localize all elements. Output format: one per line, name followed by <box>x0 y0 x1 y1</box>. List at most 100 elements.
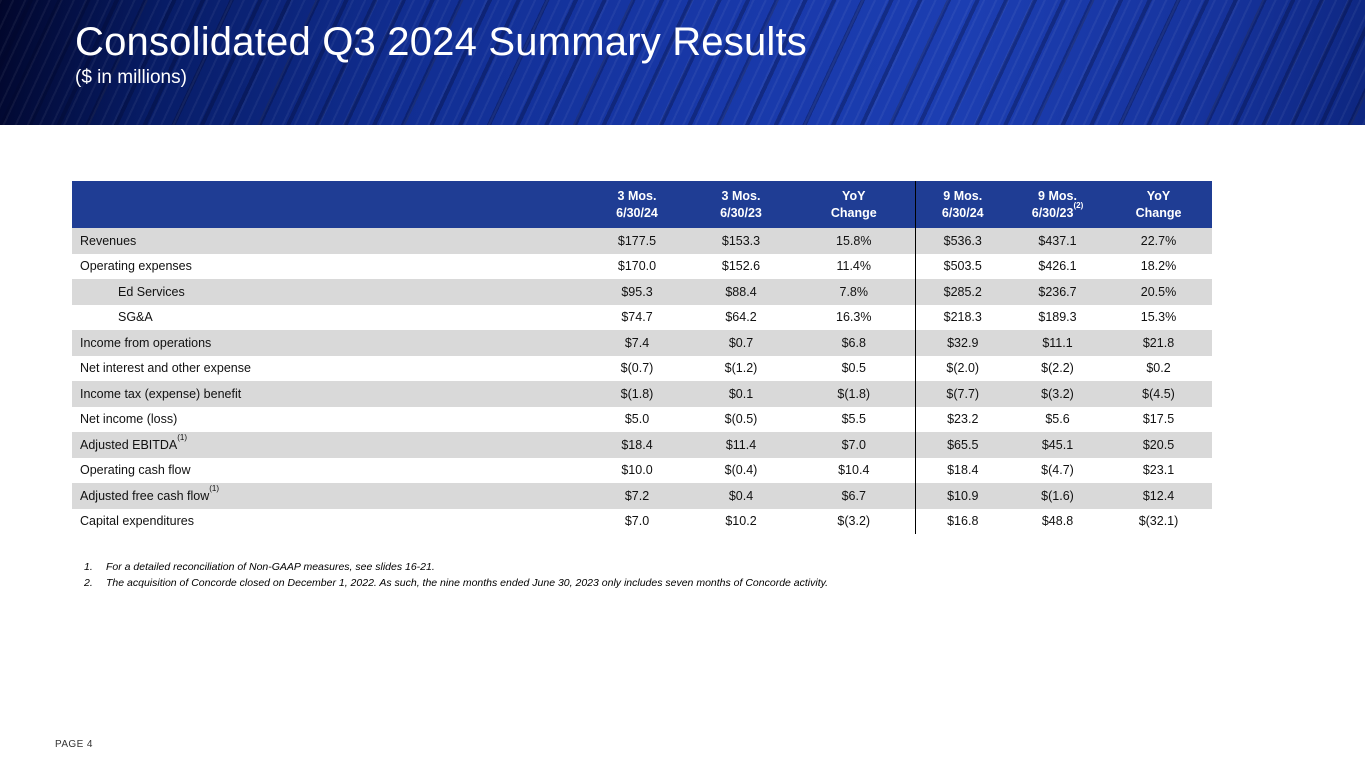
value-cell: $11.1 <box>1010 330 1105 356</box>
column-header: YoY Change <box>793 181 915 228</box>
value-cell: $64.2 <box>689 304 793 330</box>
value-cell: $7.4 <box>585 330 689 356</box>
value-cell: $(0.4) <box>689 457 793 483</box>
value-cell: $0.7 <box>689 330 793 356</box>
value-cell: $20.5 <box>1105 432 1212 458</box>
banner-text-block: Consolidated Q3 2024 Summary Results ($ … <box>75 20 807 89</box>
value-cell: $32.9 <box>914 330 1010 356</box>
value-cell: 22.7% <box>1105 228 1212 254</box>
value-cell: $(7.7) <box>914 381 1010 407</box>
value-cell: $88.4 <box>689 279 793 305</box>
value-cell: $(2.0) <box>914 355 1010 381</box>
row-label: Adjusted free cash flow(1) <box>72 483 585 509</box>
value-cell: 7.8% <box>793 279 915 305</box>
value-cell: $(32.1) <box>1105 508 1212 534</box>
value-cell: $10.9 <box>914 483 1010 509</box>
value-cell: $218.3 <box>914 304 1010 330</box>
slide-subtitle: ($ in millions) <box>75 67 187 88</box>
value-cell: $10.0 <box>585 457 689 483</box>
value-cell: $0.2 <box>1105 355 1212 381</box>
value-cell: $(4.7) <box>1010 457 1105 483</box>
value-cell: $0.5 <box>793 355 915 381</box>
value-cell: $23.1 <box>1105 457 1212 483</box>
row-label: Net income (loss) <box>72 406 585 432</box>
row-label: Net interest and other expense <box>72 355 585 381</box>
row-label: Income from operations <box>72 330 585 356</box>
table-row: SG&A $74.7 $64.2 16.3% $218.3 $189.3 15.3% <box>72 304 1212 330</box>
footnote-text: For a detailed reconciliation of Non-GAA… <box>106 561 435 573</box>
value-cell: $21.8 <box>1105 330 1212 356</box>
table-row: Net income (loss) $5.0 $(0.5) $5.5 $23.2 $5.6… <box>72 406 1212 432</box>
value-cell: $65.5 <box>914 432 1010 458</box>
footnote-item: 2. The acquisition of Concorde closed on … <box>84 576 828 592</box>
row-label: Operating cash flow <box>72 457 585 483</box>
column-header: 3 Mos. 6/30/23 <box>689 181 793 228</box>
value-cell: $7.0 <box>585 508 689 534</box>
value-cell: $(1.8) <box>585 381 689 407</box>
page-number: PAGE 4 <box>55 739 93 750</box>
footnotes: 1. For a detailed reconciliation of Non-G… <box>84 560 828 592</box>
value-cell: $7.2 <box>585 483 689 509</box>
value-cell: 20.5% <box>1105 279 1212 305</box>
value-cell: $(0.5) <box>689 406 793 432</box>
value-cell: $48.8 <box>1010 508 1105 534</box>
value-cell: $74.7 <box>585 304 689 330</box>
value-cell: $(3.2) <box>793 508 915 534</box>
value-cell: $(1.8) <box>793 381 915 407</box>
slide-title: Consolidated Q3 2024 Summary Results <box>75 20 808 64</box>
value-cell: $5.0 <box>585 406 689 432</box>
value-cell: $95.3 <box>585 279 689 305</box>
value-cell: $0.4 <box>689 483 793 509</box>
value-cell: $437.1 <box>1010 228 1105 254</box>
value-cell: $10.2 <box>689 508 793 534</box>
column-header: 9 Mos. 6/30/24 <box>914 181 1010 228</box>
row-label: SG&A <box>72 304 585 330</box>
row-label: Capital expenditures <box>72 508 585 534</box>
table-row: Adjusted EBITDA(1) $18.4 $11.4 $7.0 $65.5 $45… <box>72 432 1212 458</box>
header-blank-cell <box>72 181 585 228</box>
value-cell: $45.1 <box>1010 432 1105 458</box>
value-cell: $(2.2) <box>1010 355 1105 381</box>
financial-summary-table: 3 Mos. 6/30/24 3 Mos. 6/30/23 YoY Change 9 Mos… <box>72 181 1212 534</box>
row-label: Revenues <box>72 228 585 254</box>
value-cell: 15.3% <box>1105 304 1212 330</box>
value-cell: $(1.6) <box>1010 483 1105 509</box>
value-cell: $0.1 <box>689 381 793 407</box>
row-label: Operating expenses <box>72 253 585 279</box>
value-cell: $(1.2) <box>689 355 793 381</box>
footnote-number: 1. <box>84 561 93 573</box>
table-row: Capital expenditures $7.0 $10.2 $(3.2) $16.8… <box>72 508 1212 534</box>
value-cell: $23.2 <box>914 406 1010 432</box>
value-cell: 16.3% <box>793 304 915 330</box>
value-cell: 11.4% <box>793 253 915 279</box>
value-cell: $12.4 <box>1105 483 1212 509</box>
value-cell: $18.4 <box>585 432 689 458</box>
value-cell: $170.0 <box>585 253 689 279</box>
value-cell: 18.2% <box>1105 253 1212 279</box>
row-label: Income tax (expense) benefit <box>72 381 585 407</box>
value-cell: $(3.2) <box>1010 381 1105 407</box>
table-row: Net interest and other expense $(0.7) $(1.… <box>72 355 1212 381</box>
value-cell: $18.4 <box>914 457 1010 483</box>
value-cell: $5.5 <box>793 406 915 432</box>
value-cell: $236.7 <box>1010 279 1105 305</box>
title-banner: Consolidated Q3 2024 Summary Results ($ … <box>0 0 1365 125</box>
value-cell: 15.8% <box>793 228 915 254</box>
value-cell: $10.4 <box>793 457 915 483</box>
column-header: 9 Mos. 6/30/23(2) <box>1010 181 1105 228</box>
value-cell: $426.1 <box>1010 253 1105 279</box>
table-row: Income tax (expense) benefit $(1.8) $0.1 $(… <box>72 381 1212 407</box>
table-header: 3 Mos. 6/30/24 3 Mos. 6/30/23 YoY Change 9 Mos… <box>72 181 1212 228</box>
value-cell: $(4.5) <box>1105 381 1212 407</box>
footnote-item: 1. For a detailed reconciliation of Non-G… <box>84 560 828 576</box>
value-cell: $7.0 <box>793 432 915 458</box>
value-cell: $152.6 <box>689 253 793 279</box>
value-cell: $536.3 <box>914 228 1010 254</box>
value-cell: $503.5 <box>914 253 1010 279</box>
value-cell: $5.6 <box>1010 406 1105 432</box>
footnote-number: 2. <box>84 576 93 589</box>
value-cell: $11.4 <box>689 432 793 458</box>
table-body: Revenues $177.5 $153.3 15.8% $536.3 $437.1 22.… <box>72 228 1212 534</box>
value-cell: $6.7 <box>793 483 915 509</box>
value-cell: $285.2 <box>914 279 1010 305</box>
